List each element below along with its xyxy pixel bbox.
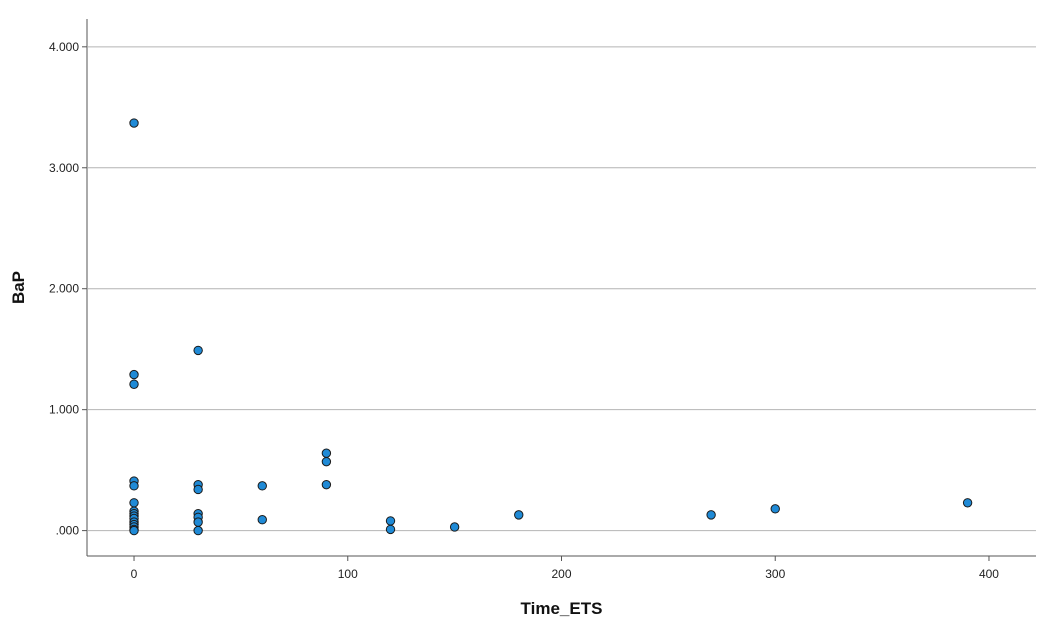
data-point	[193, 484, 203, 495]
x-axis-ticks: 0 100 200 300 400	[131, 556, 999, 581]
data-point	[129, 525, 139, 536]
data-point	[706, 510, 716, 520]
data-point	[257, 515, 267, 525]
data-point	[193, 345, 203, 356]
x-tick-label: 0	[131, 567, 138, 581]
y-axis-title: BaP	[9, 271, 28, 304]
y-axis-ticks: .000 1.000 2.000 3.000 4.000	[49, 40, 87, 538]
y-tick-label: 4.000	[49, 40, 79, 54]
x-tick-label: 100	[338, 567, 358, 581]
data-point	[321, 456, 332, 467]
data-points	[129, 118, 973, 536]
data-point	[129, 369, 139, 380]
data-point	[962, 498, 973, 508]
x-tick-label: 300	[765, 567, 785, 581]
data-point	[321, 448, 332, 458]
data-point	[129, 498, 139, 508]
data-point	[129, 118, 139, 128]
x-tick-label: 400	[979, 567, 999, 581]
data-point	[385, 516, 396, 526]
data-point	[193, 525, 203, 536]
y-tick-label: .000	[56, 524, 80, 538]
y-tick-label: 3.000	[49, 161, 79, 175]
x-tick-label: 200	[551, 567, 571, 581]
data-point	[770, 504, 780, 514]
data-point	[193, 517, 203, 527]
gridlines	[88, 46, 1036, 532]
data-point	[321, 479, 332, 490]
data-point	[129, 379, 139, 389]
data-point	[385, 524, 396, 535]
y-tick-label: 2.000	[49, 282, 79, 296]
data-point	[129, 481, 139, 491]
y-tick-label: 1.000	[49, 403, 79, 417]
data-point	[257, 481, 267, 491]
data-point	[514, 510, 524, 520]
x-axis-title: Time_ETS	[521, 599, 603, 618]
data-point	[449, 522, 460, 532]
